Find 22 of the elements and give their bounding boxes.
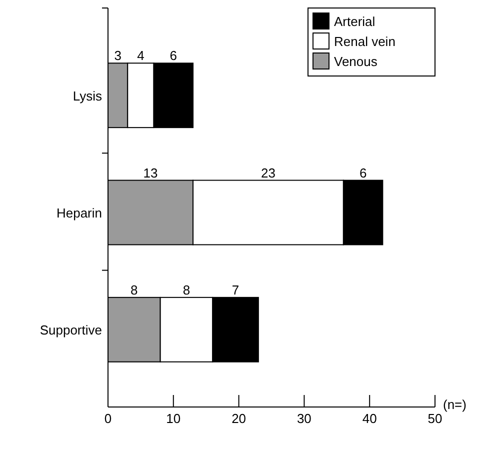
data-label: 6 — [359, 165, 367, 180]
data-label: 13 — [143, 165, 158, 180]
x-tick-label: 10 — [166, 411, 181, 426]
x-tick-label: 50 — [428, 411, 442, 426]
data-label: 7 — [232, 282, 240, 298]
x-axis-title: (n=) — [443, 397, 466, 412]
legend-label: Arterial — [334, 14, 376, 29]
data-label: 3 — [114, 48, 122, 64]
y-tick-label: Lysis — [72, 88, 102, 104]
y-tick-label: Heparin — [56, 206, 102, 220]
x-tick-label: 0 — [104, 411, 112, 426]
data-label: 4 — [137, 48, 144, 64]
legend-label: Renal vein — [334, 34, 396, 49]
data-label: 8 — [182, 282, 190, 298]
legend-label: Venous — [334, 54, 378, 69]
x-tick-label: 30 — [296, 411, 312, 426]
x-tick-label: 40 — [362, 411, 377, 426]
data-label: 23 — [260, 165, 276, 180]
data-label: 8 — [130, 282, 138, 298]
x-tick-label: 20 — [232, 411, 246, 426]
y-tick-label: Supportive — [40, 322, 102, 338]
data-label: 6 — [170, 48, 178, 64]
